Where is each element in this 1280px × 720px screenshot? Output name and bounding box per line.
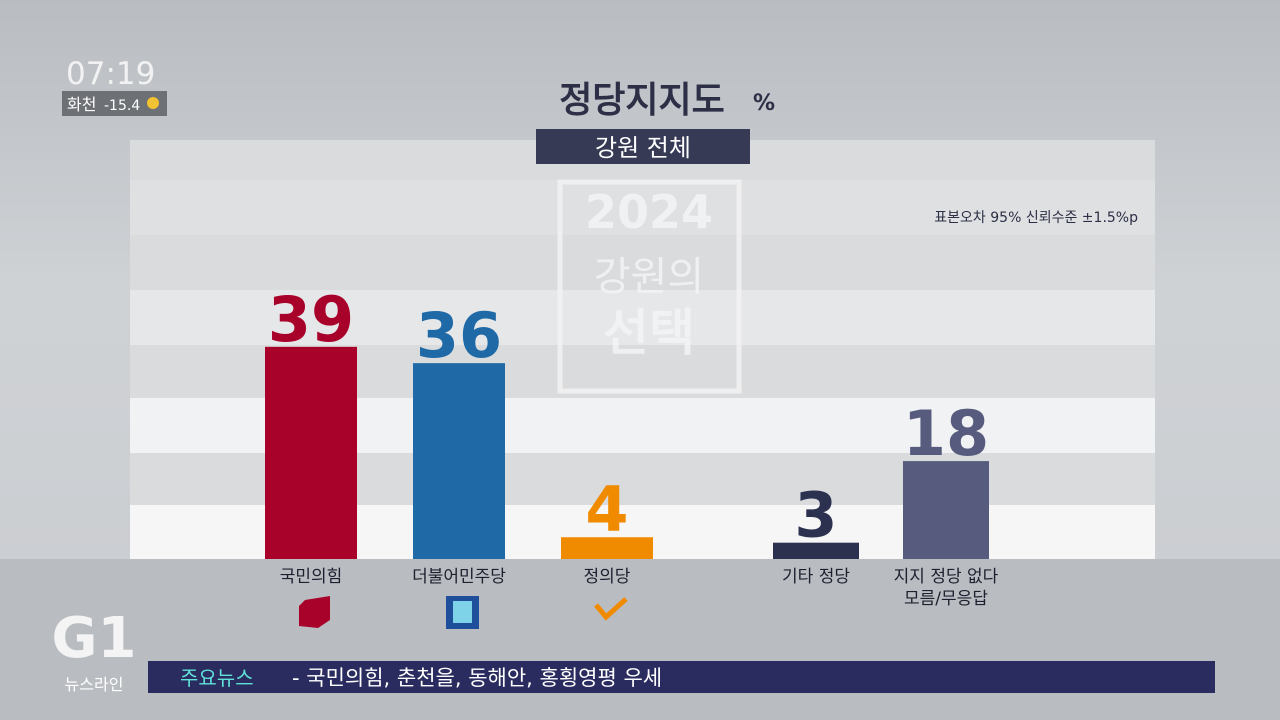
watermark-line: 선택 — [603, 304, 695, 362]
weather-icon — [147, 97, 159, 109]
watermark-frame — [557, 179, 742, 394]
bar — [773, 542, 859, 559]
bar — [265, 346, 357, 559]
party-icon — [453, 601, 472, 623]
party-icon — [594, 597, 628, 621]
weather-place: 화천 — [67, 95, 96, 114]
x-tick-label: 기타 정당 — [782, 567, 850, 587]
chart-title: 정당지지도 — [559, 80, 725, 121]
stripe — [130, 180, 1155, 235]
logo: G1 — [52, 606, 137, 671]
bar — [413, 363, 505, 559]
clock-time: 07:19 — [66, 56, 155, 92]
unit: % — [753, 91, 775, 116]
stripe — [130, 290, 1155, 345]
ticker-headline: - 국민의힘, 춘천을, 동해안, 홍횡영평 우세 — [292, 666, 662, 690]
note: 표본오차 95% 신뢰수준 ±1.5%p — [934, 210, 1138, 226]
bar — [903, 461, 989, 559]
watermark-line: 강원의 — [594, 254, 704, 300]
watermark-year: 2024 — [585, 185, 713, 239]
value-label: 18 — [903, 397, 989, 470]
program: 뉴스라인 — [65, 675, 124, 694]
bar — [561, 537, 653, 559]
value-label: 4 — [585, 473, 628, 546]
x-tick-label: 정의당 — [583, 567, 631, 587]
footer-bg — [0, 559, 1280, 720]
party-icon — [299, 596, 330, 628]
ticker-label: 주요뉴스 — [180, 666, 254, 690]
x-tick-label: 더불어민주당 — [412, 567, 506, 587]
value-label: 39 — [268, 283, 354, 356]
x-tick-label: 국민의힘 — [279, 567, 343, 587]
value-label: 36 — [416, 299, 502, 372]
ticker-bar — [148, 661, 1215, 693]
value-label: 3 — [794, 479, 837, 552]
chart-subtitle: 강원 전체 — [595, 134, 691, 162]
subtitle-box — [536, 129, 750, 164]
x-tick-label: 지지 정당 없다 모름/무응답 — [893, 567, 999, 609]
weather-temp: -15.4 — [104, 98, 140, 114]
